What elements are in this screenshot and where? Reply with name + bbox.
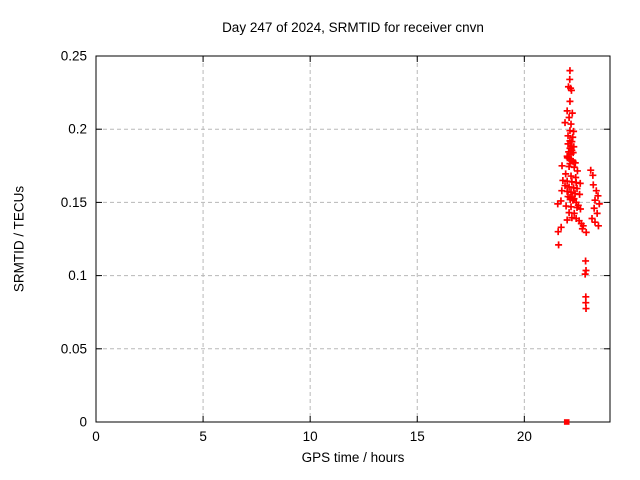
data-point-marker [590, 204, 598, 212]
y-tick-label: 0.25 [61, 49, 87, 64]
data-point-marker [554, 200, 562, 208]
y-tick-label: 0.05 [61, 341, 87, 356]
data-point-square [563, 419, 570, 425]
plot-border [95, 55, 611, 423]
data-point-marker [570, 127, 578, 135]
data-point-marker [582, 293, 590, 301]
data-point-marker [567, 172, 575, 180]
data-point-marker [594, 192, 602, 200]
x-tick-label: 0 [92, 429, 100, 444]
data-point-marker [561, 119, 569, 127]
data-point-marker [578, 225, 586, 233]
data-point-marker [554, 228, 562, 236]
data-point-marker [567, 86, 575, 94]
data-point-marker [566, 97, 574, 105]
data-point-marker [581, 270, 589, 278]
data-point-marker [568, 138, 576, 146]
data-point-marker [570, 143, 578, 151]
x-tick-label: 10 [303, 429, 318, 444]
y-tick-label: 0.15 [61, 195, 87, 210]
data-point-marker [561, 182, 569, 190]
data-point-marker [568, 109, 576, 117]
data-point-marker [567, 203, 575, 211]
chart-title: Day 247 of 2024, SRMTID for receiver cnv… [222, 20, 484, 35]
data-point-marker [573, 167, 581, 175]
y-tick-label: 0.1 [68, 268, 87, 283]
data-point-marker [591, 218, 599, 226]
data-point-marker [569, 133, 577, 141]
x-axis-label: GPS time / hours [301, 450, 405, 465]
data-point-marker [589, 171, 597, 179]
y-tick-label: 0 [79, 415, 87, 430]
data-point-marker [576, 179, 584, 187]
data-point-marker [563, 107, 571, 115]
data-point-marker [566, 67, 574, 75]
data-point-marker [576, 190, 584, 198]
data-point-marker [562, 170, 570, 178]
data-point-marker [582, 266, 590, 274]
data-point-marker [564, 132, 572, 140]
data-point-marker [573, 184, 581, 192]
data-point-marker [570, 163, 578, 171]
data-point-marker [588, 215, 596, 223]
y-tick-label: 0.2 [68, 122, 87, 137]
data-point-marker [567, 150, 575, 158]
data-point-marker [582, 257, 590, 265]
data-point-marker [558, 162, 566, 170]
data-point-marker [582, 228, 590, 236]
data-point-marker [573, 204, 581, 212]
data-point-marker [555, 241, 563, 249]
data-point-marker [587, 166, 595, 174]
data-point-marker [557, 223, 565, 231]
data-point-marker [563, 216, 571, 224]
data-point-marker [589, 181, 597, 189]
data-point-marker [567, 120, 575, 128]
data-point-marker [566, 75, 574, 83]
x-tick-label: 5 [199, 429, 207, 444]
data-point-marker [595, 200, 603, 208]
data-point-marker [591, 196, 599, 204]
x-tick-label: 20 [517, 429, 532, 444]
data-point-marker [594, 222, 602, 230]
data-point-marker [576, 205, 584, 213]
data-point-marker [570, 209, 578, 217]
data-point-marker [567, 188, 575, 196]
data-point-marker [565, 113, 573, 121]
data-point-marker [582, 305, 590, 313]
x-tick-label: 15 [410, 429, 425, 444]
data-point-marker [592, 187, 600, 195]
data-point-marker [593, 209, 601, 217]
data-point-marker [582, 299, 590, 307]
